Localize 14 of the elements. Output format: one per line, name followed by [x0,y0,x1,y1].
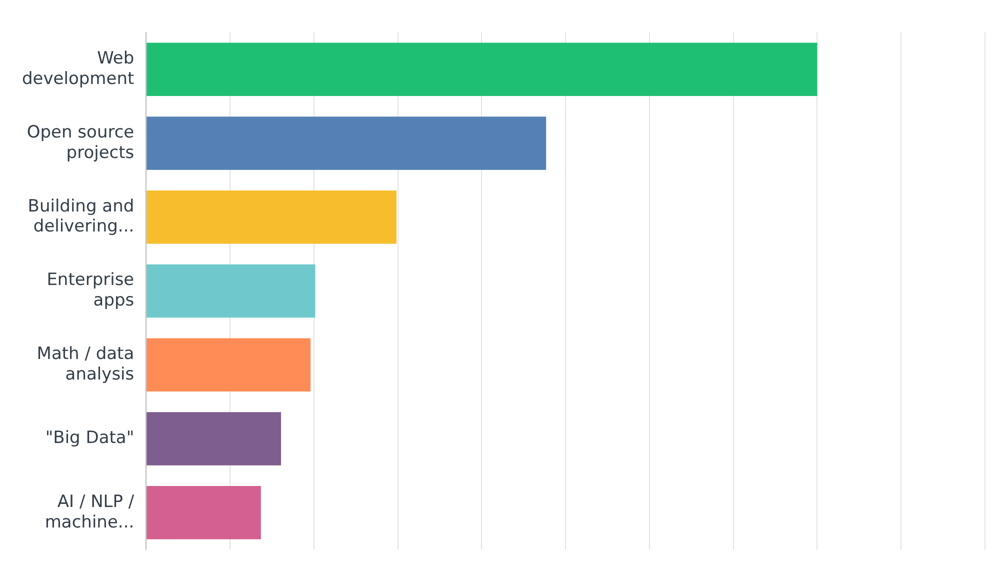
bar [146,42,818,96]
y-tick-label: Open source projects [26,122,134,163]
bar [146,116,546,170]
y-tick-label: AI / NLP / machine... [44,492,134,532]
y-tick-label: Enterprise apps [46,270,134,311]
bar [146,338,311,392]
bar [146,412,282,466]
bar [146,190,396,244]
y-tick-label: Math / data analysis [36,344,134,385]
y-tick-label: "Big Data" [45,428,134,448]
bar [146,264,316,318]
y-tick-label: Building and delivering... [28,196,134,237]
y-tick-label: Web development [22,48,134,89]
bar [146,486,261,540]
